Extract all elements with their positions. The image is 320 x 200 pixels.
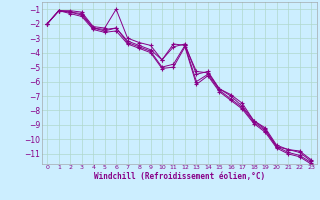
X-axis label: Windchill (Refroidissement éolien,°C): Windchill (Refroidissement éolien,°C) [94,172,265,181]
